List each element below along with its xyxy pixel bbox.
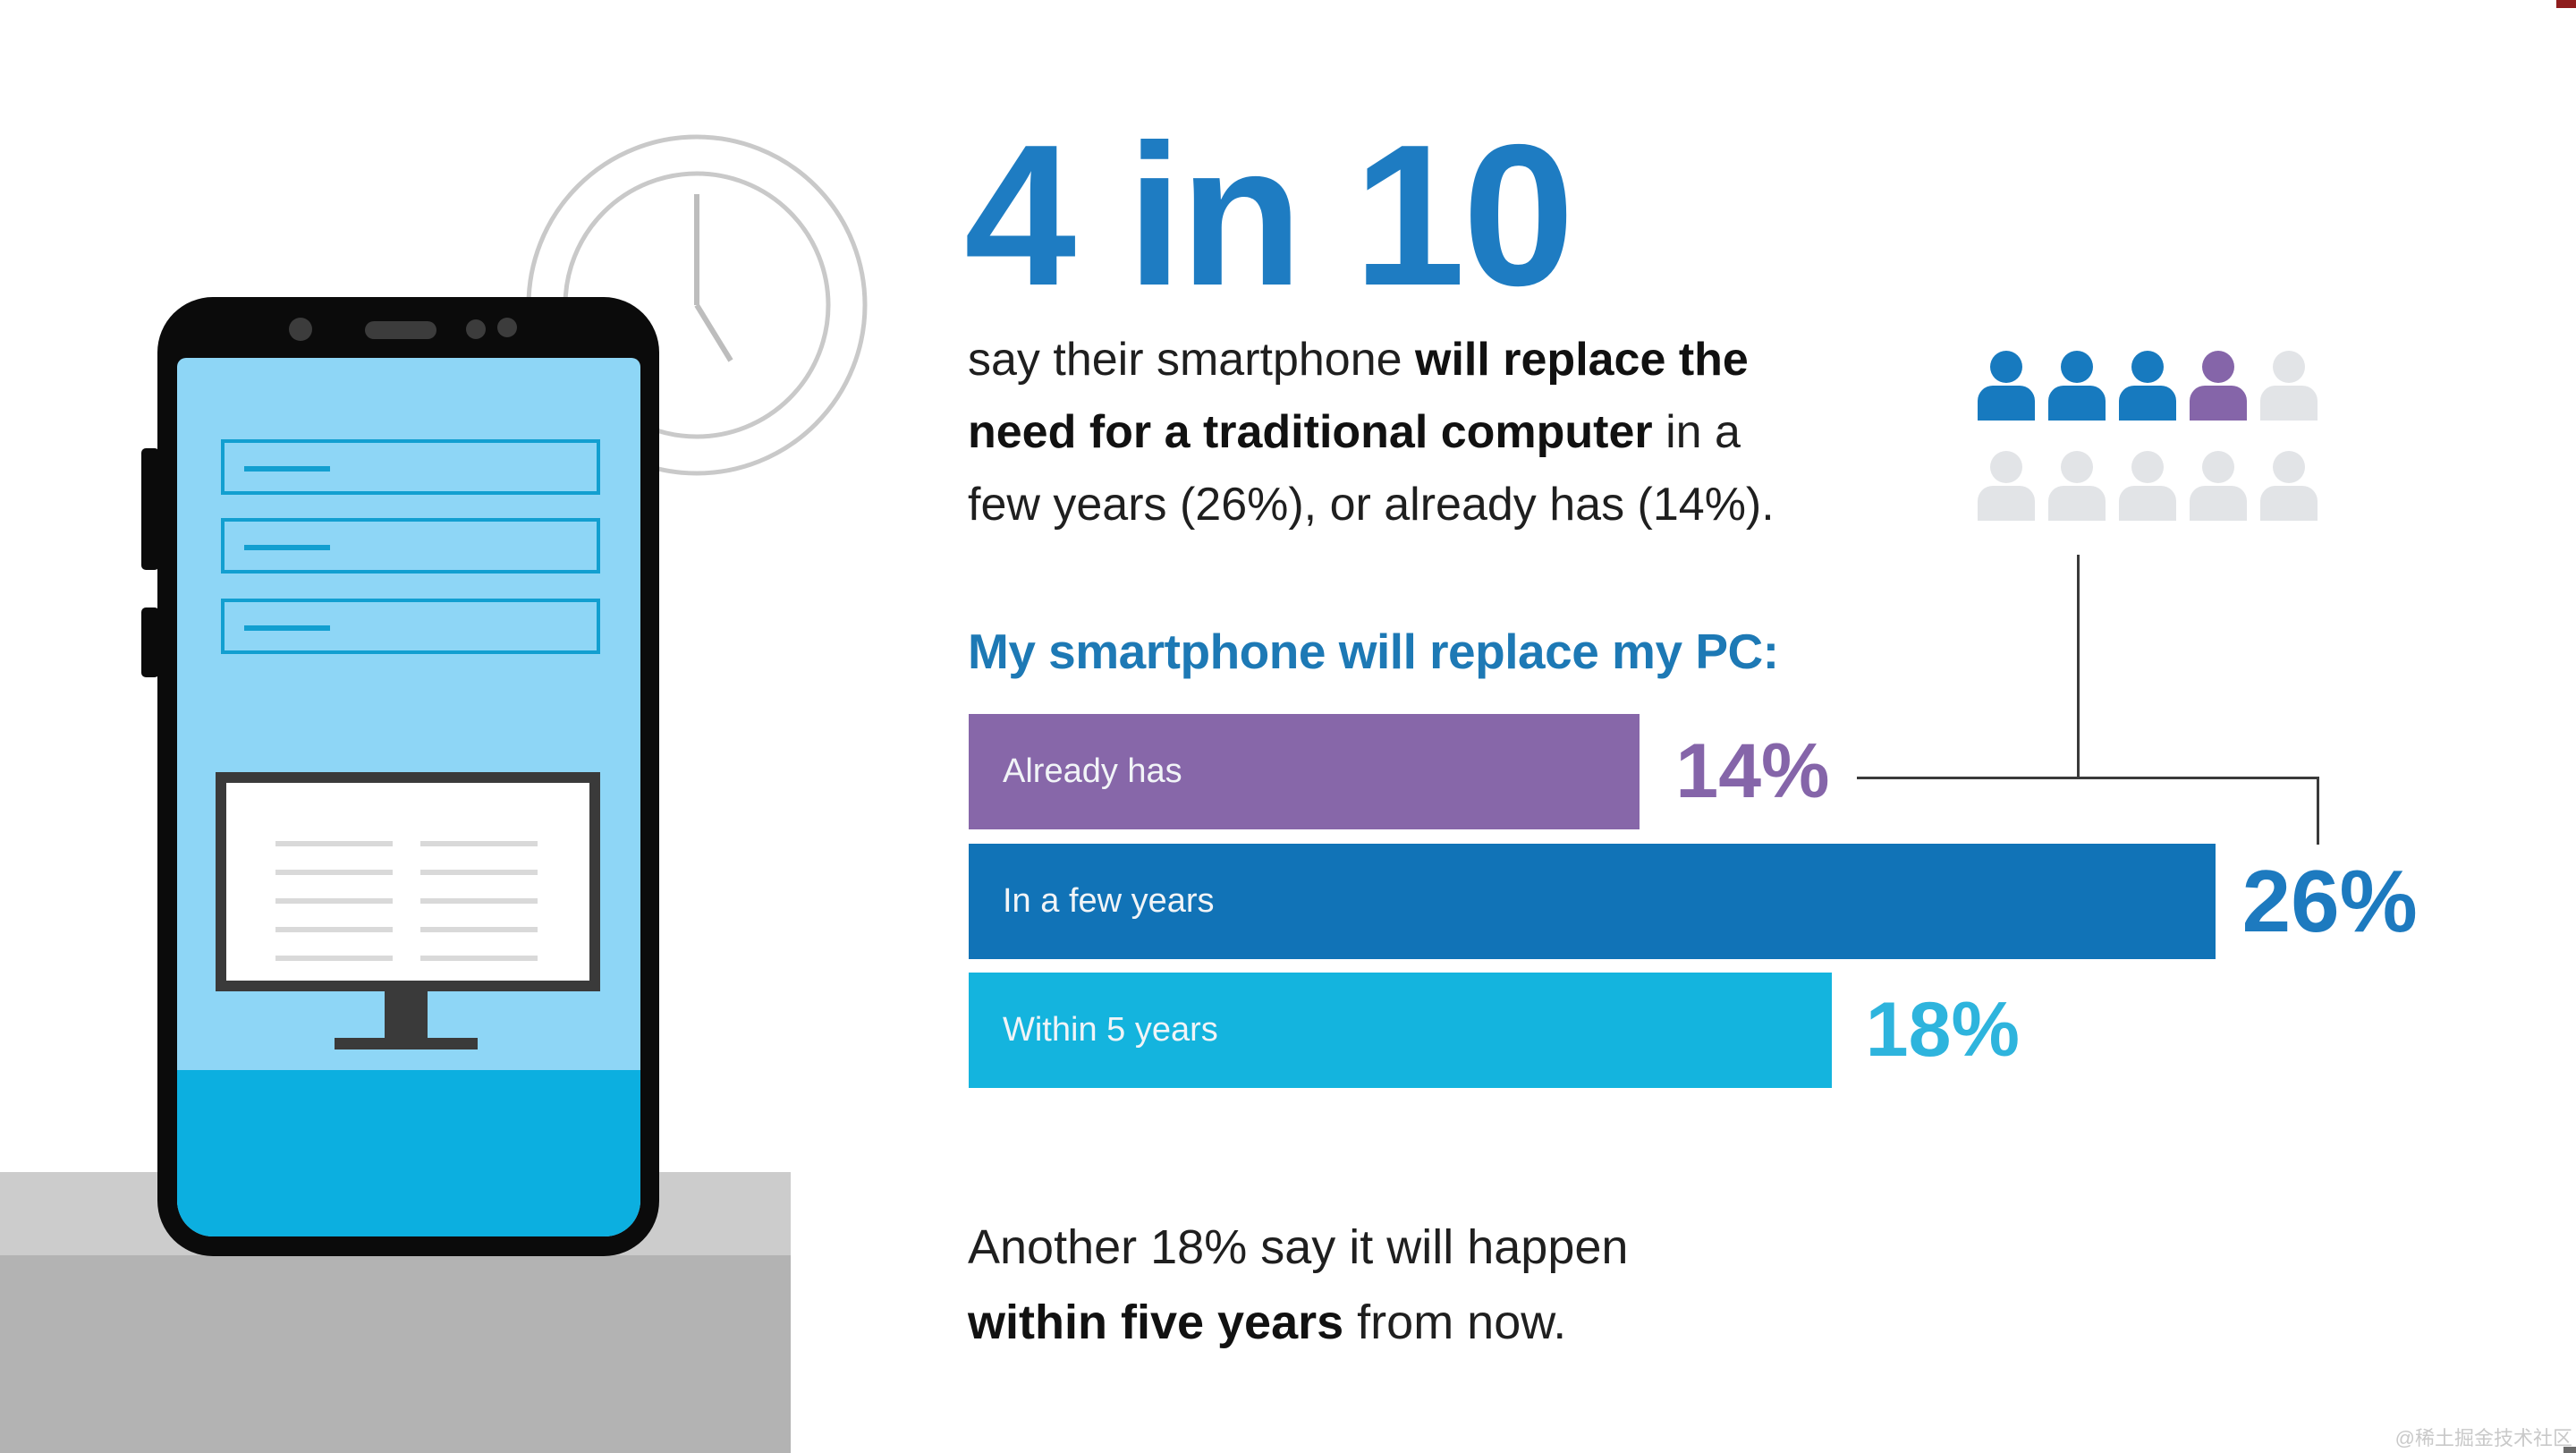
person-icon [2119, 451, 2176, 521]
monitor-text-line [275, 841, 393, 846]
bar-row: Within 5 years 18% [969, 973, 2418, 1088]
person-torso [1978, 486, 2035, 521]
bar-already-has: Already has [969, 714, 1640, 829]
bar-value-label: 26% [2241, 851, 2418, 950]
headline: 4 in 10 [964, 102, 1574, 327]
person-torso [2119, 486, 2176, 521]
person-head [2202, 351, 2234, 383]
person-head [2273, 451, 2305, 483]
phone-form-field-icon [221, 599, 600, 654]
bar-value-label: 14% [1675, 728, 1830, 814]
monitor-text-line [420, 927, 538, 932]
phone-side-button-icon [141, 448, 159, 570]
footnote-line-1: Another 18% say it will happen [968, 1210, 1628, 1285]
phone-form-field-icon [221, 439, 600, 495]
bar-chart: Already has 14% In a few years 26% Within 5 … [969, 714, 2418, 1088]
people-pictogram [1978, 351, 2318, 521]
footnote-text: Another 18% say it will happen [968, 1220, 1629, 1274]
person-torso [1978, 386, 2035, 421]
monitor-text-line [275, 898, 393, 904]
monitor-text-line [275, 956, 393, 961]
intro-line-2: need for a traditional computer in a [968, 396, 1775, 469]
person-head [2061, 451, 2093, 483]
bar-within-5-years: Within 5 years [969, 973, 1832, 1088]
bar-in-a-few-years: In a few years [969, 843, 2216, 959]
corner-mark [2563, 1447, 2576, 1453]
bar-category-label: Within 5 years [1003, 1011, 1218, 1049]
intro-text: say their smartphone [968, 334, 1416, 386]
field-text-line [244, 625, 330, 631]
monitor-text-line [420, 841, 538, 846]
phone-screen-desk-band [177, 1070, 640, 1236]
monitor-text-line [420, 870, 538, 875]
person-torso [2190, 486, 2247, 521]
phone-form-field-icon [221, 518, 600, 574]
person-torso [2048, 386, 2106, 421]
intro-line-1: say their smartphone will replace the [968, 324, 1775, 396]
person-torso [2190, 386, 2247, 421]
person-head [2273, 351, 2305, 383]
intro-text: few years (26%), or already has (14%). [968, 479, 1775, 531]
bar-category-label: In a few years [1003, 881, 1215, 920]
bar-category-label: Already has [1003, 752, 1182, 790]
phone-sensor-icon [497, 318, 517, 337]
person-head [1990, 351, 2022, 383]
phone-speaker-icon [365, 321, 436, 339]
connector-line-to-26pct [2317, 777, 2319, 845]
pedestal-front [0, 1255, 791, 1453]
phone-sensor-icon [466, 319, 486, 339]
monitor-text-line [275, 927, 393, 932]
person-head [2202, 451, 2234, 483]
intro-text-bold: need for a traditional computer [968, 406, 1653, 458]
desktop-monitor-icon [216, 772, 600, 991]
phone-camera-icon [289, 318, 312, 341]
footnote-paragraph: Another 18% say it will happen within fi… [968, 1210, 1628, 1360]
monitor-text-column [420, 841, 538, 984]
monitor-text-line [420, 898, 538, 904]
bar-row: In a few years 26% [969, 843, 2418, 959]
person-icon [1978, 351, 2035, 421]
footnote-line-2: within five years from now. [968, 1285, 1628, 1360]
person-torso [2048, 486, 2106, 521]
person-icon [2119, 351, 2176, 421]
chart-title: My smartphone will replace my PC: [968, 624, 1779, 679]
intro-paragraph: say their smartphone will replace the ne… [968, 324, 1775, 541]
corner-mark [2556, 0, 2576, 8]
person-icon [2048, 351, 2106, 421]
monitor-stand [385, 991, 428, 1041]
footnote-text: from now. [1343, 1296, 1567, 1349]
person-icon [1978, 451, 2035, 521]
person-head [2061, 351, 2093, 383]
watermark: @稀土掘金技术社区 [2394, 1427, 2572, 1449]
person-head [2131, 451, 2164, 483]
intro-text: in a [1652, 406, 1741, 458]
footnote-text-bold: within five years [968, 1296, 1344, 1349]
intro-line-3: few years (26%), or already has (14%). [968, 469, 1775, 541]
person-torso [2260, 386, 2318, 421]
connector-line-horizontal [1857, 777, 2319, 779]
field-text-line [244, 545, 330, 550]
monitor-text-column [275, 841, 393, 984]
intro-text-bold: will replace the [1415, 334, 1749, 386]
monitor-base [335, 1038, 478, 1049]
person-icon [2190, 451, 2247, 521]
person-icon [2260, 451, 2318, 521]
bar-row: Already has 14% [969, 714, 2418, 829]
connector-line-from-icons [2077, 555, 2080, 778]
person-head [2131, 351, 2164, 383]
phone-side-button-icon [141, 608, 159, 677]
monitor-text-line [420, 956, 538, 961]
person-torso [2260, 486, 2318, 521]
person-icon [2260, 351, 2318, 421]
field-text-line [244, 466, 330, 472]
person-torso [2119, 386, 2176, 421]
person-icon [2048, 451, 2106, 521]
monitor-text-line [275, 870, 393, 875]
bar-value-label: 18% [1865, 987, 2020, 1073]
person-icon [2190, 351, 2247, 421]
person-head [1990, 451, 2022, 483]
